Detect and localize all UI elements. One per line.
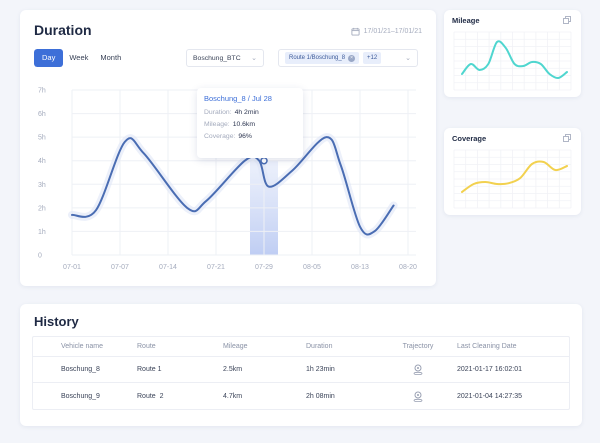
table-row[interactable]: Boschung_9 Route 2 4.7km 2h 08min 2021-0… (33, 383, 569, 409)
cell-route: Route 1 (137, 366, 162, 373)
date-range-text: 17/01/21–17/01/21 (363, 28, 422, 35)
sparkline-series (461, 40, 568, 80)
tooltip-mileage: Mileage: 10.6km (204, 121, 296, 128)
cell-last-cleaning: 2021-01-04 14:27:35 (457, 392, 522, 400)
cell-duration: 2h 08min (306, 392, 335, 400)
mileage-card: Mileage (444, 10, 581, 97)
calendar-icon (351, 27, 360, 36)
cell-vehicle: Boschung_9 (61, 392, 100, 400)
close-icon[interactable]: × (348, 54, 356, 62)
history-card: History Vehicle name Route Mileage Durat… (20, 304, 582, 426)
y-tick-label: 0 (38, 253, 42, 260)
chevron-down-icon: ⌄ (251, 55, 257, 62)
duration-card: Duration 17/01/21–17/01/21 Day Week Mont… (20, 10, 436, 286)
cell-last-cleaning: 2021-01-17 16:02:01 (457, 366, 522, 373)
tab-week[interactable]: Week (63, 49, 95, 67)
x-tick-label: 08-05 (303, 264, 321, 271)
map-pin-icon[interactable] (413, 391, 423, 402)
x-tick-label: 08-20 (399, 264, 417, 271)
tooltip-mileage-label: Mileage: (204, 121, 230, 128)
tooltip-duration-value: 4h 2min (234, 109, 259, 116)
cell-trajectory (381, 391, 455, 402)
column-header[interactable]: Trajectory (402, 343, 434, 350)
column-header[interactable]: Route (137, 343, 156, 350)
cell-mileage: 2.5km (223, 366, 243, 373)
tab-day[interactable]: Day (34, 49, 64, 67)
map-pin-icon[interactable] (413, 364, 423, 375)
x-tick-label: 07-14 (159, 264, 177, 271)
x-tick-label: 07-07 (111, 264, 129, 271)
tooltip-coverage-value: 96% (238, 133, 252, 140)
x-tick-label: 08-13 (351, 264, 369, 271)
chart-tooltip: Boschung_8 / Jul 28 Duration: 4h 2min Mil… (197, 88, 303, 158)
period-tabs: Day Week Month (34, 49, 128, 67)
data-point-marker (260, 156, 268, 165)
x-tick-label: 07-21 (207, 264, 225, 271)
history-table: Vehicle name Route Mileage Duration Traj… (32, 336, 570, 410)
sparkline-series (461, 160, 568, 193)
cell-trajectory (381, 364, 455, 375)
history-title: History (34, 314, 79, 329)
tooltip-mileage-value: 10.6km (232, 121, 255, 128)
y-tick-label: 1h (38, 229, 46, 236)
tooltip-coverage: Coverage: 96% (204, 133, 296, 140)
cell-mileage: 4.7km (223, 392, 243, 400)
cell-route: Route 2 (137, 392, 164, 400)
x-tick-label: 07-01 (63, 264, 81, 271)
duration-chart: 0 1h 2h 3h 4h 5h 6h 7h 07-01 07-07 07-14 07-21 07-29… (38, 88, 417, 272)
cell-vehicle: Boschung_8 (61, 366, 100, 373)
cell-duration: 1h 23min (306, 366, 335, 373)
route-tag: Route 1/Boschung_8 × (285, 52, 360, 64)
mileage-title: Mileage (452, 16, 480, 25)
copy-icon[interactable] (563, 134, 571, 142)
y-tick-label: 5h (38, 135, 46, 142)
coverage-sparkline (453, 149, 572, 209)
duration-title: Duration (34, 22, 92, 38)
route-more-badge[interactable]: +12 (363, 52, 382, 64)
chevron-down-icon: ⌄ (405, 55, 411, 62)
column-header[interactable]: Last Cleaning Date (457, 343, 517, 350)
vehicle-select-value: Boschung_BTC (193, 54, 241, 62)
coverage-card: Coverage (444, 128, 581, 215)
column-header[interactable]: Vehicle name (61, 343, 104, 350)
table-row[interactable]: Boschung_8 Route 1 2.5km 1h 23min 2021-0… (33, 357, 569, 383)
coverage-title: Coverage (452, 134, 487, 143)
y-tick-label: 6h (38, 111, 46, 118)
copy-icon[interactable] (563, 16, 571, 24)
y-tick-label: 3h (38, 182, 46, 189)
tooltip-duration-label: Duration: (204, 109, 232, 116)
tooltip-coverage-label: Coverage: (204, 133, 236, 140)
table-header: Vehicle name Route Mileage Duration Traj… (33, 337, 569, 357)
column-header[interactable]: Duration (306, 343, 333, 350)
tooltip-duration: Duration: 4h 2min (204, 109, 296, 116)
y-tick-label: 7h (38, 88, 46, 95)
date-range-picker[interactable]: 17/01/21–17/01/21 (351, 27, 422, 36)
tab-month[interactable]: Month (94, 49, 128, 67)
y-tick-label: 2h (38, 205, 46, 212)
route-tag-label: Route 1/Boschung_8 (289, 55, 346, 61)
mileage-sparkline (453, 31, 572, 91)
column-header[interactable]: Mileage (223, 343, 248, 350)
route-multiselect[interactable]: Route 1/Boschung_8 × +12 ⌄ (278, 49, 418, 67)
series-line (71, 136, 395, 236)
tooltip-title: Boschung_8 / Jul 28 (204, 94, 272, 103)
x-tick-label: 07-29 (255, 264, 273, 271)
vehicle-select[interactable]: Boschung_BTC ⌄ (186, 49, 264, 67)
y-tick-label: 4h (38, 158, 46, 165)
